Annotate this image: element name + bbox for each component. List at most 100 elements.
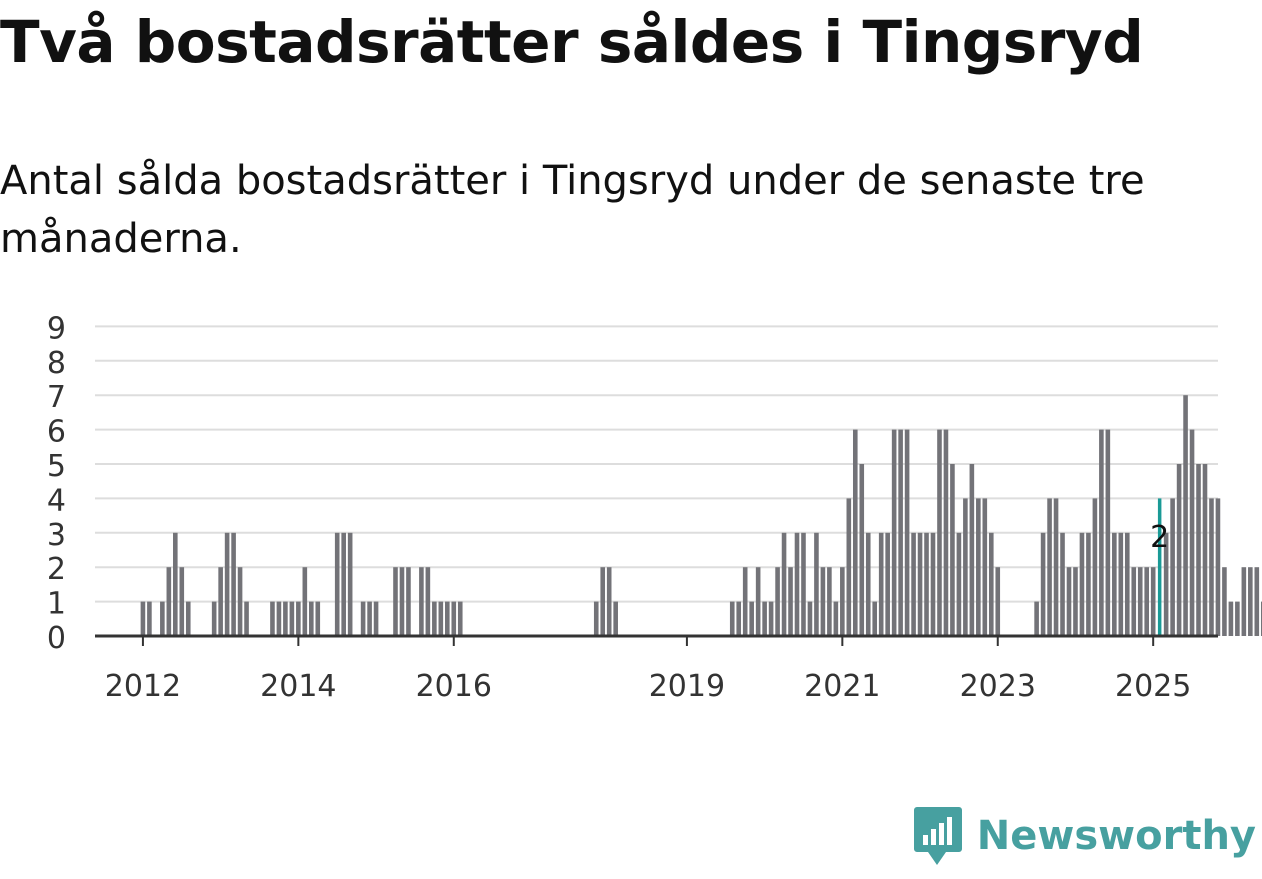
bar (1060, 532, 1065, 636)
bar (432, 601, 437, 636)
x-axis-ticks: 2012 2014 2016 2019 2021 2023 2025 (105, 636, 1191, 704)
x-tick-label: 2021 (804, 669, 880, 704)
bar (393, 567, 398, 636)
bar (218, 567, 223, 636)
bar (140, 601, 146, 636)
bar (1112, 532, 1117, 636)
x-tick-label: 2012 (105, 669, 181, 704)
bar (1209, 498, 1214, 636)
bar (270, 601, 275, 636)
bar (419, 567, 424, 636)
bar (406, 567, 411, 636)
bar (1099, 429, 1104, 636)
bar (982, 498, 988, 636)
bar (1183, 395, 1188, 636)
bar (147, 601, 152, 636)
bar (309, 601, 314, 636)
y-tick-label: 4 (47, 483, 66, 518)
bar (1137, 567, 1143, 636)
bar (1079, 532, 1085, 636)
bar (211, 601, 217, 636)
bar (1047, 498, 1052, 636)
bar (1131, 567, 1137, 636)
bar (1086, 532, 1091, 636)
bar (898, 429, 903, 636)
newsworthy-brand[interactable]: Newsworthy (913, 805, 1256, 867)
x-tick-label: 2025 (1115, 669, 1191, 704)
bar (179, 567, 185, 636)
bar (1144, 567, 1150, 636)
bar (801, 532, 806, 636)
bar (1235, 601, 1240, 636)
bar (1202, 464, 1208, 636)
bar (924, 532, 929, 636)
bar (885, 532, 890, 636)
bar (289, 601, 295, 636)
bar (360, 601, 366, 636)
bar (755, 567, 761, 636)
bar (749, 601, 754, 636)
bar (775, 567, 780, 636)
bar (1040, 532, 1046, 636)
bar (315, 601, 321, 636)
x-tick-label: 2014 (260, 669, 336, 704)
bar (613, 601, 618, 636)
highlight-value-label: 2 (1150, 520, 1169, 555)
bar (1254, 567, 1260, 636)
bar (891, 429, 897, 636)
x-tick-label: 2016 (416, 669, 492, 704)
bar (425, 567, 431, 636)
bar (930, 532, 936, 636)
bar (593, 601, 599, 636)
bar (166, 567, 172, 636)
bar (399, 567, 405, 636)
bar (606, 567, 612, 636)
brand-name: Newsworthy (976, 813, 1256, 859)
bar (231, 532, 236, 636)
x-tick-label: 2019 (649, 669, 725, 704)
bar (1150, 567, 1156, 636)
bar (451, 601, 457, 636)
bar (1092, 498, 1098, 636)
y-tick-label: 0 (47, 621, 66, 656)
y-tick-label: 5 (47, 449, 66, 484)
bar (976, 498, 981, 636)
bar (1053, 498, 1059, 636)
bar (872, 601, 878, 636)
bars (140, 395, 1262, 636)
bar (1222, 567, 1227, 636)
bar (917, 532, 923, 636)
bar (1215, 498, 1221, 636)
bar (833, 601, 839, 636)
bar (341, 532, 346, 636)
bar (904, 429, 910, 636)
bar (988, 532, 994, 636)
bar (1176, 464, 1182, 636)
bar (742, 567, 748, 636)
bar (224, 532, 230, 636)
bar (963, 498, 968, 636)
bar (814, 532, 819, 636)
newsworthy-bar-logo-icon (913, 807, 962, 865)
bar (865, 532, 871, 636)
bar (237, 567, 243, 636)
bar (762, 601, 767, 636)
bar-highlight (1157, 498, 1162, 636)
bar (1248, 567, 1253, 636)
y-tick-label: 8 (47, 346, 66, 381)
bar (1260, 601, 1262, 636)
gridlines (95, 325, 1218, 603)
bar (438, 601, 444, 636)
bar (878, 532, 884, 636)
bar (943, 429, 949, 636)
bar (807, 601, 813, 636)
bar (1196, 464, 1201, 636)
bar (729, 601, 735, 636)
bar (781, 532, 787, 636)
x-tick-label: 2023 (960, 669, 1036, 704)
bar (1073, 567, 1078, 636)
bar (1034, 601, 1039, 636)
y-tick-label: 6 (47, 415, 66, 450)
